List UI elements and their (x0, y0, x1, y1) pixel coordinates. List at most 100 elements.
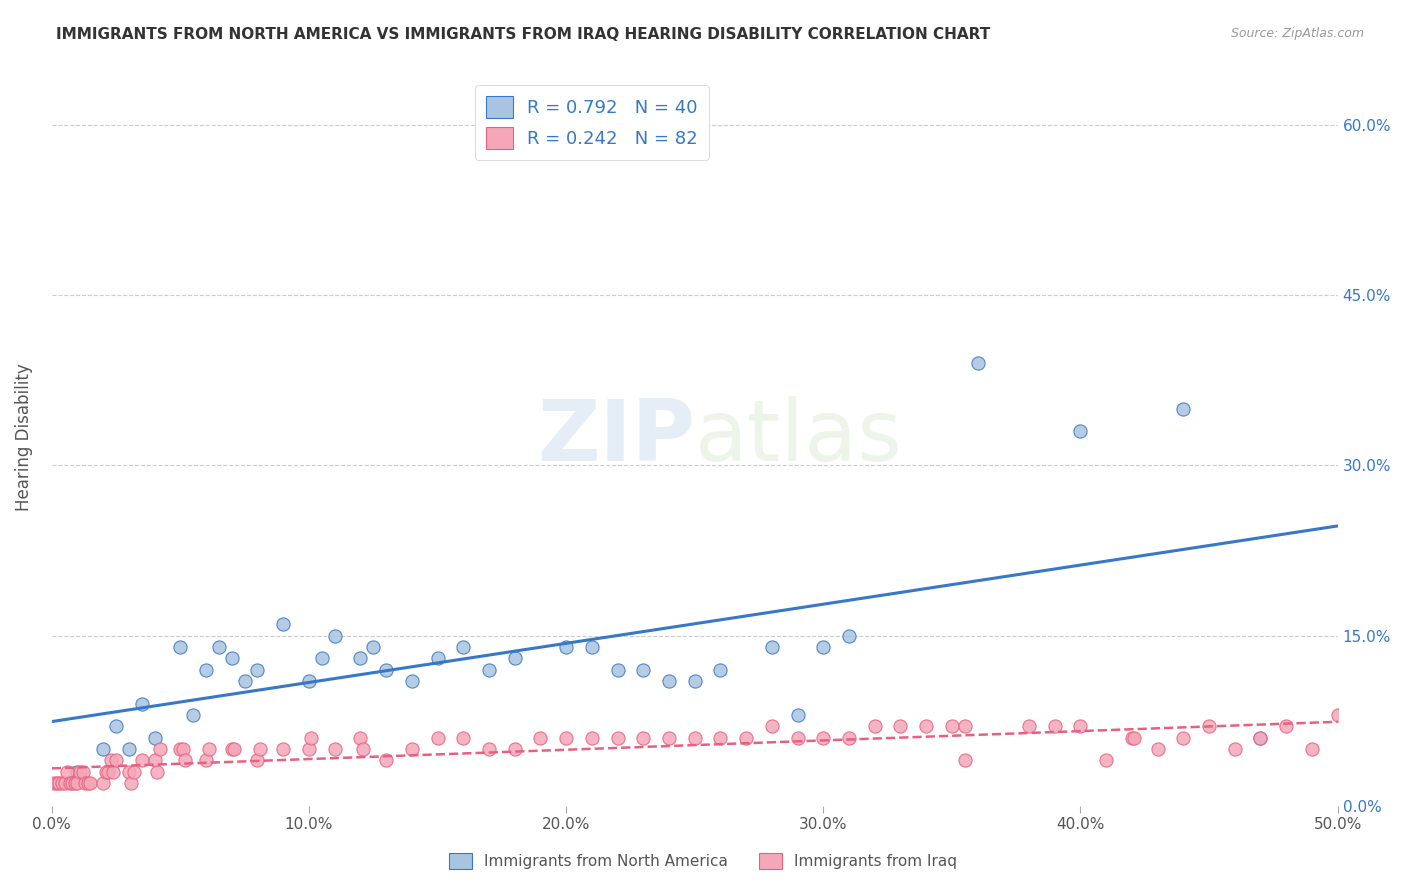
Point (683, 673, 706, 688)
Legend: R = 0.792   N = 40, R = 0.242   N = 82: R = 0.792 N = 40, R = 0.242 N = 82 (475, 85, 709, 160)
Point (503, 651, 526, 665)
Point (103, 764, 125, 779)
Point (323, 628, 346, 642)
Point (143, 731, 166, 745)
Point (1146, 742, 1168, 756)
Point (709, 731, 731, 745)
Point (143, 753, 166, 767)
Point (311, 651, 333, 665)
Point (1173, 401, 1195, 416)
Point (100, 753, 122, 767)
Point (195, 753, 218, 767)
Point (69, 764, 91, 779)
Point (48, 776, 70, 790)
Point (555, 731, 578, 745)
Point (122, 764, 145, 779)
Point (91, 776, 114, 790)
Point (1198, 719, 1220, 733)
Point (51, 776, 73, 790)
Point (915, 719, 938, 733)
Point (169, 640, 191, 654)
Point (349, 651, 371, 665)
Point (941, 719, 963, 733)
Text: IMMIGRANTS FROM NORTH AMERICA VS IMMIGRANTS FROM IRAQ HEARING DISABILITY CORRELA: IMMIGRANTS FROM NORTH AMERICA VS IMMIGRA… (56, 27, 990, 42)
Point (813, 640, 835, 654)
Point (233, 673, 256, 688)
Point (118, 742, 141, 756)
Point (131, 697, 153, 711)
Point (838, 628, 860, 642)
Point (349, 731, 371, 745)
Point (197, 742, 219, 756)
Point (478, 663, 501, 677)
Point (91, 742, 114, 756)
Point (606, 663, 628, 677)
Point (146, 764, 169, 779)
Point (121, 776, 143, 790)
Point (221, 742, 243, 756)
Point (298, 742, 321, 756)
Point (1018, 719, 1040, 733)
Point (375, 753, 398, 767)
Point (221, 651, 243, 665)
Point (174, 753, 197, 767)
Point (581, 731, 603, 745)
Point (503, 742, 526, 756)
Point (1121, 731, 1143, 745)
Point (53, 776, 76, 790)
Point (249, 742, 271, 756)
Point (79, 776, 101, 790)
Point (323, 742, 346, 756)
Point (361, 640, 384, 654)
Point (63, 776, 86, 790)
Point (149, 742, 172, 756)
Point (555, 640, 578, 654)
Point (44, 776, 66, 790)
Point (246, 753, 269, 767)
Point (658, 731, 681, 745)
Text: ZIP: ZIP (537, 395, 695, 478)
Point (633, 731, 655, 745)
Point (606, 731, 628, 745)
Point (45, 776, 67, 790)
Point (352, 742, 374, 756)
Point (761, 719, 783, 733)
Point (1326, 707, 1348, 722)
Point (56, 764, 79, 779)
Point (1095, 753, 1118, 767)
Point (889, 719, 911, 733)
Point (838, 731, 860, 745)
Point (1043, 719, 1066, 733)
Point (683, 731, 706, 745)
Point (1223, 742, 1246, 756)
Point (581, 640, 603, 654)
Point (658, 673, 681, 688)
Point (1069, 425, 1091, 439)
Point (863, 719, 886, 733)
Point (451, 731, 474, 745)
Point (375, 663, 398, 677)
Text: atlas: atlas (695, 395, 903, 478)
Point (301, 731, 323, 745)
Point (761, 640, 783, 654)
Point (1173, 731, 1195, 745)
Point (401, 742, 423, 756)
Point (529, 731, 551, 745)
Point (118, 764, 141, 779)
Point (271, 742, 294, 756)
Point (953, 719, 976, 733)
Point (59, 776, 82, 790)
Point (195, 663, 218, 677)
Point (1250, 731, 1272, 745)
Point (953, 753, 976, 767)
Point (401, 673, 423, 688)
Point (966, 356, 988, 370)
Point (66, 776, 89, 790)
Point (169, 742, 191, 756)
Point (1301, 742, 1323, 756)
Point (172, 742, 194, 756)
Point (478, 742, 501, 756)
Point (66, 764, 89, 779)
Point (735, 731, 758, 745)
Point (451, 640, 474, 654)
